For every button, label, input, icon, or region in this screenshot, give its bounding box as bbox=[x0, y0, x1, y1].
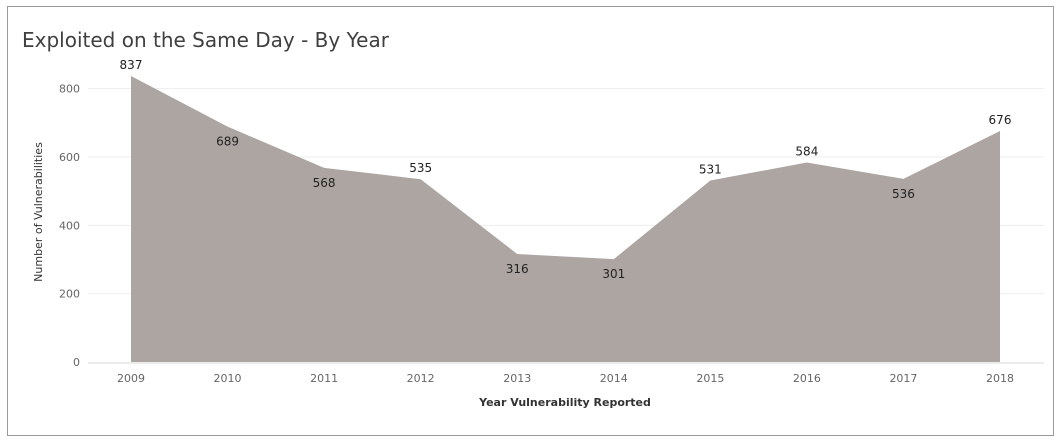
data-label: 301 bbox=[602, 267, 625, 281]
y-tick-label: 800 bbox=[59, 83, 80, 96]
x-tick-label: 2011 bbox=[310, 372, 338, 385]
data-labels: 837 689 568 535 316 301 531 584 536 676 bbox=[120, 58, 1012, 281]
area-series bbox=[131, 76, 1000, 362]
x-tick-label: 2009 bbox=[117, 372, 145, 385]
y-tick-label: 0 bbox=[73, 356, 80, 369]
plot-area bbox=[130, 75, 1001, 362]
x-tick-label: 2018 bbox=[986, 372, 1014, 385]
y-tick-label: 200 bbox=[59, 288, 80, 301]
data-label: 837 bbox=[120, 58, 143, 72]
x-tick-label: 2017 bbox=[889, 372, 917, 385]
chart-title: Exploited on the Same Day - By Year bbox=[22, 28, 389, 52]
x-tick-label: 2014 bbox=[600, 372, 628, 385]
y-tick-label: 600 bbox=[59, 151, 80, 164]
y-axis-ticks: 0 200 400 600 800 bbox=[59, 83, 80, 369]
data-label: 584 bbox=[795, 144, 818, 158]
x-tick-label: 2010 bbox=[214, 372, 242, 385]
data-label: 689 bbox=[216, 135, 239, 149]
x-axis-title: Year Vulnerability Reported bbox=[478, 396, 651, 409]
x-tick-label: 2016 bbox=[793, 372, 821, 385]
x-tick-label: 2015 bbox=[696, 372, 724, 385]
data-label: 536 bbox=[892, 187, 915, 201]
y-axis-title: Number of Vulnerabilities bbox=[32, 142, 45, 282]
x-axis-ticks: 2009 2010 2011 2012 2013 2014 2015 2016 2017 2018 bbox=[117, 372, 1014, 385]
data-label: 568 bbox=[313, 176, 336, 190]
data-label: 676 bbox=[989, 113, 1012, 127]
data-label: 531 bbox=[699, 163, 722, 177]
x-tick-label: 2013 bbox=[503, 372, 531, 385]
x-tick-label: 2012 bbox=[407, 372, 435, 385]
data-label: 535 bbox=[409, 161, 432, 175]
data-label: 316 bbox=[506, 262, 529, 276]
y-tick-label: 400 bbox=[59, 219, 80, 232]
